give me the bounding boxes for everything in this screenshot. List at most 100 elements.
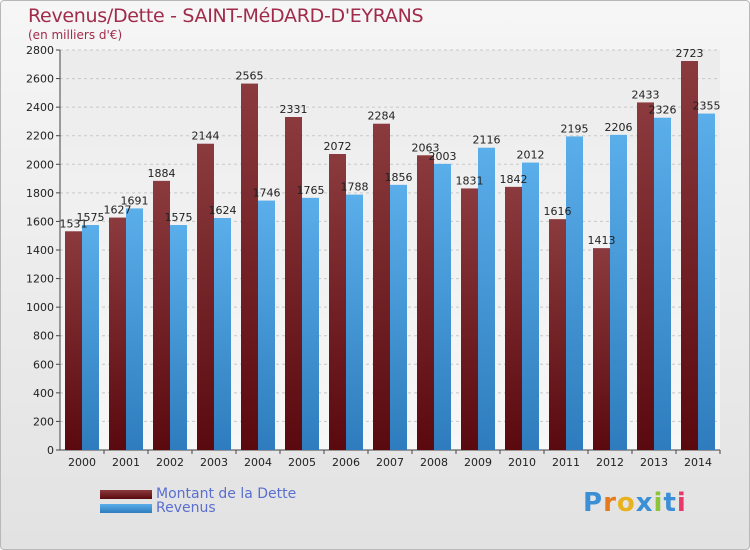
bar-revenue [654, 117, 671, 450]
data-label-debt: 1413 [588, 234, 616, 247]
y-tick-label: 1200 [26, 273, 54, 286]
x-tick-label: 2006 [332, 456, 360, 469]
data-label-debt: 1616 [544, 205, 572, 218]
x-tick-label: 2001 [112, 456, 140, 469]
data-label-revenue: 1575 [77, 211, 105, 224]
data-label-revenue: 2195 [561, 122, 589, 135]
y-tick-label: 0 [47, 444, 54, 457]
legend-swatch-debt [100, 489, 152, 499]
bar-revenue [522, 162, 539, 451]
bar-revenue [346, 194, 363, 450]
legend-item-revenue: Revenus [100, 500, 216, 516]
data-label-debt: 2433 [632, 88, 660, 101]
data-label-revenue: 1575 [165, 211, 193, 224]
y-tick-label: 1400 [26, 244, 54, 257]
bar-revenue [214, 218, 231, 450]
x-tick-label: 2008 [420, 456, 448, 469]
y-tick-label: 2600 [26, 73, 54, 86]
bar-debt [65, 231, 82, 450]
y-tick-label: 200 [33, 415, 54, 428]
data-label-revenue: 2012 [517, 149, 545, 162]
bar-debt [109, 217, 126, 450]
data-label-debt: 1842 [500, 173, 528, 186]
bar-revenue [610, 134, 627, 450]
bar-debt [461, 188, 478, 450]
bar-debt [549, 219, 566, 450]
bar-revenue [698, 113, 715, 451]
y-tick-label: 1000 [26, 301, 54, 314]
bar-debt [153, 180, 170, 450]
x-tick-label: 2005 [288, 456, 316, 469]
x-tick-label: 2004 [244, 456, 272, 469]
y-tick-label: 2800 [26, 44, 54, 57]
bar-debt [373, 123, 390, 450]
data-label-debt: 2144 [192, 130, 220, 143]
data-label-debt: 1531 [60, 217, 88, 230]
chart-subtitle: (en milliers d'€) [28, 28, 123, 42]
data-label-revenue: 2116 [473, 134, 501, 147]
bar-debt [241, 83, 258, 451]
x-tick-label: 2014 [684, 456, 712, 469]
data-label-debt: 2331 [280, 103, 308, 116]
data-label-revenue: 1856 [385, 171, 413, 184]
data-label-revenue: 2355 [693, 100, 721, 113]
bar-debt [593, 248, 610, 450]
bar-revenue [434, 163, 451, 450]
bar-debt [417, 155, 434, 451]
x-tick-label: 2011 [552, 456, 580, 469]
proxiti-logo: Proxiti [583, 488, 687, 518]
bar-revenue [126, 208, 143, 450]
bar-revenue [258, 200, 275, 450]
legend-swatch-revenue [100, 503, 152, 513]
y-tick-label: 800 [33, 330, 54, 343]
bar-revenue [390, 184, 407, 450]
bar-debt [637, 102, 654, 450]
data-label-debt: 2723 [676, 47, 704, 60]
data-label-debt: 1831 [456, 174, 484, 187]
x-tick-label: 2010 [508, 456, 536, 469]
bar-debt [197, 143, 214, 450]
bar-revenue [82, 225, 99, 450]
bar-debt [505, 186, 522, 450]
y-tick-label: 1800 [26, 187, 54, 200]
bar-revenue [170, 225, 187, 450]
data-label-debt: 2284 [368, 110, 396, 123]
bar-revenue [302, 197, 319, 450]
bar-debt [681, 61, 698, 450]
legend-label-debt: Montant de la Dette [156, 486, 297, 502]
x-tick-label: 2009 [464, 456, 492, 469]
x-tick-label: 2013 [640, 456, 668, 469]
data-label-debt: 2072 [324, 140, 352, 153]
y-tick-label: 400 [33, 387, 54, 400]
data-label-revenue: 1765 [297, 184, 325, 197]
y-tick-label: 600 [33, 358, 54, 371]
data-label-debt: 2565 [236, 70, 264, 83]
y-tick-label: 2200 [26, 130, 54, 143]
x-tick-label: 2000 [68, 456, 96, 469]
data-label-debt: 2063 [412, 141, 440, 154]
bar-revenue [566, 136, 583, 450]
y-tick-label: 2400 [26, 101, 54, 114]
data-label-revenue: 1624 [209, 204, 237, 217]
x-tick-label: 2007 [376, 456, 404, 469]
x-tick-label: 2002 [156, 456, 184, 469]
data-label-revenue: 1788 [341, 181, 369, 194]
data-label-debt: 1627 [104, 204, 132, 217]
bar-revenue [478, 147, 495, 450]
chart-title: Revenus/Dette - SAINT-MéDARD-D'EYRANS [28, 5, 424, 27]
x-tick-label: 2012 [596, 456, 624, 469]
data-label-revenue: 2326 [649, 104, 677, 117]
data-label-revenue: 2003 [429, 150, 457, 163]
y-tick-label: 1600 [26, 215, 54, 228]
legend-item-debt: Montant de la Dette [100, 486, 296, 502]
data-label-revenue: 1691 [121, 194, 149, 207]
data-label-revenue: 1746 [253, 187, 281, 200]
bar-debt [329, 154, 346, 450]
bar-debt [285, 117, 302, 450]
data-label-revenue: 2206 [605, 121, 633, 134]
y-tick-label: 2000 [26, 158, 54, 171]
legend-label-revenue: Revenus [156, 500, 216, 516]
x-tick-label: 2003 [200, 456, 228, 469]
data-label-debt: 1884 [148, 167, 176, 180]
